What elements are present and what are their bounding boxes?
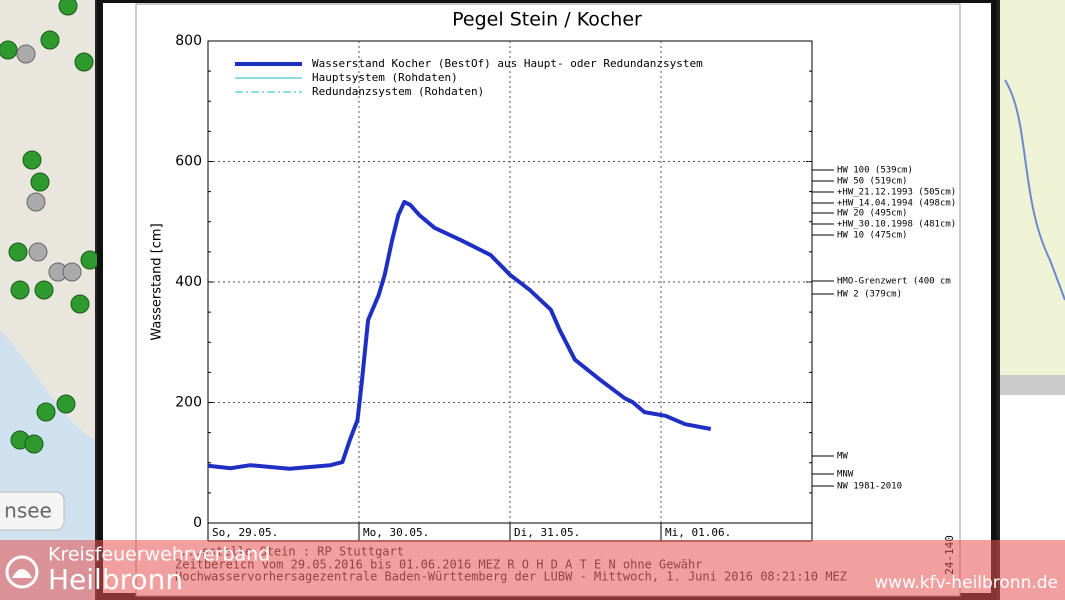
y-tick-label: 200: [175, 395, 202, 411]
map-button-label[interactable]: nsee: [4, 499, 52, 523]
threshold-label: MW: [837, 452, 848, 462]
legend-label: Redundanzsystem (Rohdaten): [312, 85, 484, 98]
logo: [5, 555, 39, 589]
x-tick-label: Mi, 01.06.: [665, 526, 731, 539]
org-line1: Kreisfeuerwehrverband: [48, 544, 270, 566]
overlay-banner: [0, 540, 1065, 600]
threshold-label: MNW: [837, 470, 854, 480]
threshold-label: +HW_14.04.1994 (498cm): [837, 199, 956, 209]
org-url[interactable]: www.kfv-heilbronn.de: [874, 573, 1058, 593]
x-tick-label: Mo, 30.05.: [363, 526, 429, 539]
org-line2: Heilbronn: [48, 563, 183, 596]
threshold-label: NW 1981-2010: [837, 482, 902, 492]
map-markers-grey: [16, 44, 82, 282]
threshold-label: HMO-Grenzwert (400 cm: [837, 277, 951, 287]
x-tick-label: Di, 31.05.: [514, 526, 580, 539]
map-markers: [0, 0, 100, 454]
right-map-edge: [1000, 375, 1065, 395]
data-line: [207, 199, 712, 471]
y-tick-label: 0: [193, 515, 202, 531]
chart-frame: [135, 3, 961, 597]
y-tick-label: 400: [175, 274, 202, 290]
threshold-label: +HW_30.10.1998 (481cm): [837, 220, 956, 230]
lake: [0, 330, 95, 600]
threshold-label: HW 50 (519cm): [837, 177, 907, 187]
threshold-label: HW 20 (495cm): [837, 209, 907, 219]
right-map: [1000, 0, 1065, 375]
threshold-label: HW 2 (379cm): [837, 290, 902, 300]
chart-title: Pegel Stein / Kocher: [452, 9, 642, 31]
map-button[interactable]: [0, 491, 65, 531]
x-tick-label: So, 29.05.: [212, 526, 278, 539]
legend-label: Hauptsystem (Rohdaten): [312, 71, 458, 84]
y-tick-label: 600: [175, 154, 202, 170]
y-axis-label: Wasserstand [cm]: [150, 223, 165, 340]
river: [1004, 79, 1065, 301]
threshold-label: +HW_21.12.1993 (505cm): [837, 188, 956, 198]
legend-label: Wasserstand Kocher (BestOf) aus Haupt- o…: [312, 57, 703, 70]
threshold-label: HW 100 (539cm): [837, 166, 913, 176]
y-tick-label: 800: [175, 33, 202, 49]
threshold-label: HW 10 (475cm): [837, 231, 907, 241]
